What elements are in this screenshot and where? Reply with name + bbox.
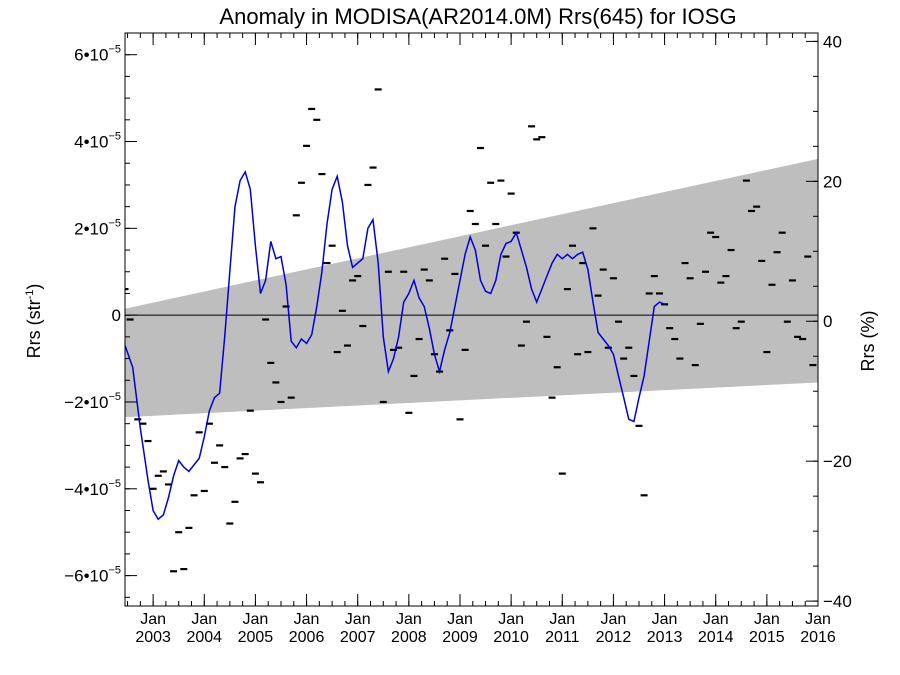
x-tick-year-label: 2003 <box>135 629 171 646</box>
x-tick-year-label: 2006 <box>289 629 325 646</box>
y-tick-label-left: −4•10−5 <box>64 478 121 499</box>
y-tick-label-left: 6•10−5 <box>74 44 121 65</box>
x-tick-year-label: 2015 <box>749 629 785 646</box>
x-tick-month-label: Jan <box>447 611 473 628</box>
x-tick-month-label: Jan <box>243 611 269 628</box>
x-tick-month-label: Jan <box>498 611 524 628</box>
x-tick-month-label: Jan <box>703 611 729 628</box>
y-tick-label-right: 40 <box>823 32 842 51</box>
x-tick-month-label: Jan <box>652 611 678 628</box>
x-tick-month-label: Jan <box>191 611 217 628</box>
y-tick-label-right: −40 <box>823 592 852 611</box>
y-tick-label-left: −6•10−5 <box>64 565 121 586</box>
x-tick-month-label: Jan <box>754 611 780 628</box>
x-tick-month-label: Jan <box>805 611 831 628</box>
x-tick-year-label: 2014 <box>698 629 734 646</box>
x-tick-year-label: 2010 <box>493 629 529 646</box>
x-tick-year-label: 2004 <box>186 629 222 646</box>
x-tick-month-label: Jan <box>294 611 320 628</box>
x-tick-year-label: 2009 <box>442 629 478 646</box>
plot-clip-group <box>125 88 818 573</box>
x-tick-year-label: 2013 <box>647 629 683 646</box>
trend-band <box>125 158 818 418</box>
x-tick-year-label: 2011 <box>545 629 580 646</box>
smoothed-series-line <box>125 170 665 521</box>
y-axis-label-left: Rrs (str-1) <box>24 284 44 359</box>
x-tick-year-label: 2012 <box>596 629 632 646</box>
y-tick-label-left: 2•10−5 <box>74 217 121 238</box>
x-tick-month-label: Jan <box>601 611 627 628</box>
y-tick-label-right: 20 <box>823 172 842 191</box>
x-tick-month-label: Jan <box>549 611 575 628</box>
x-tick-month-label: Jan <box>140 611 166 628</box>
y-tick-label-right: −20 <box>823 452 852 471</box>
x-tick-year-label: 2005 <box>238 629 274 646</box>
y-tick-label-left: 4•10−5 <box>74 131 121 152</box>
y-tick-label-right: 0 <box>823 312 832 331</box>
x-tick-month-label: Jan <box>345 611 371 628</box>
x-tick-month-label: Jan <box>396 611 422 628</box>
y-tick-label-left: −2•10−5 <box>64 391 121 412</box>
plot-area: 6•10−5 4•10−5 2•10−5 0 −2•10−5 −4•10−5 −6•10−5… <box>64 32 852 646</box>
y-axis-label-right: Rrs (%) <box>858 311 878 372</box>
x-tick-year-label: 2008 <box>391 629 427 646</box>
x-tick-year-label: 2007 <box>340 629 376 646</box>
plot-frame <box>124 32 819 607</box>
y-tick-label-left: 0 <box>112 306 121 325</box>
x-tick-year-label: 2016 <box>800 629 836 646</box>
chart-title: Anomaly in MODISA(AR2014.0M) Rrs(645) fo… <box>219 4 736 29</box>
